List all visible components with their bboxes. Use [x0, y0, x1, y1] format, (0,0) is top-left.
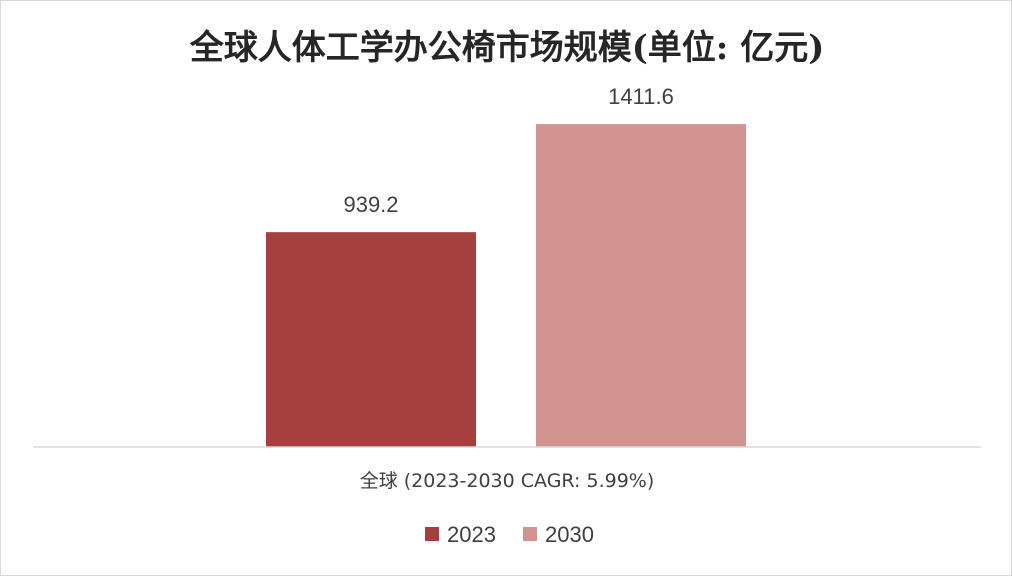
- legend-label-2023: 2023: [447, 522, 496, 547]
- data-label-2023: 939.2: [343, 192, 398, 217]
- legend-swatch-2023: [425, 527, 439, 541]
- bars-layer: 939.2 1411.6: [266, 84, 746, 447]
- legend-swatch-2030: [523, 527, 537, 541]
- x-category-label: 全球 (2023-2030 CAGR: 5.99%): [360, 470, 655, 492]
- data-label-2030: 1411.6: [608, 84, 674, 109]
- bar-2030: [536, 124, 746, 447]
- bar-2023: [266, 232, 476, 447]
- legend-label-2030: 2030: [545, 522, 594, 547]
- chart-title: 全球人体工学办公椅市场规模(单位: 亿元): [189, 28, 825, 68]
- legend: 2023 2030: [425, 522, 594, 547]
